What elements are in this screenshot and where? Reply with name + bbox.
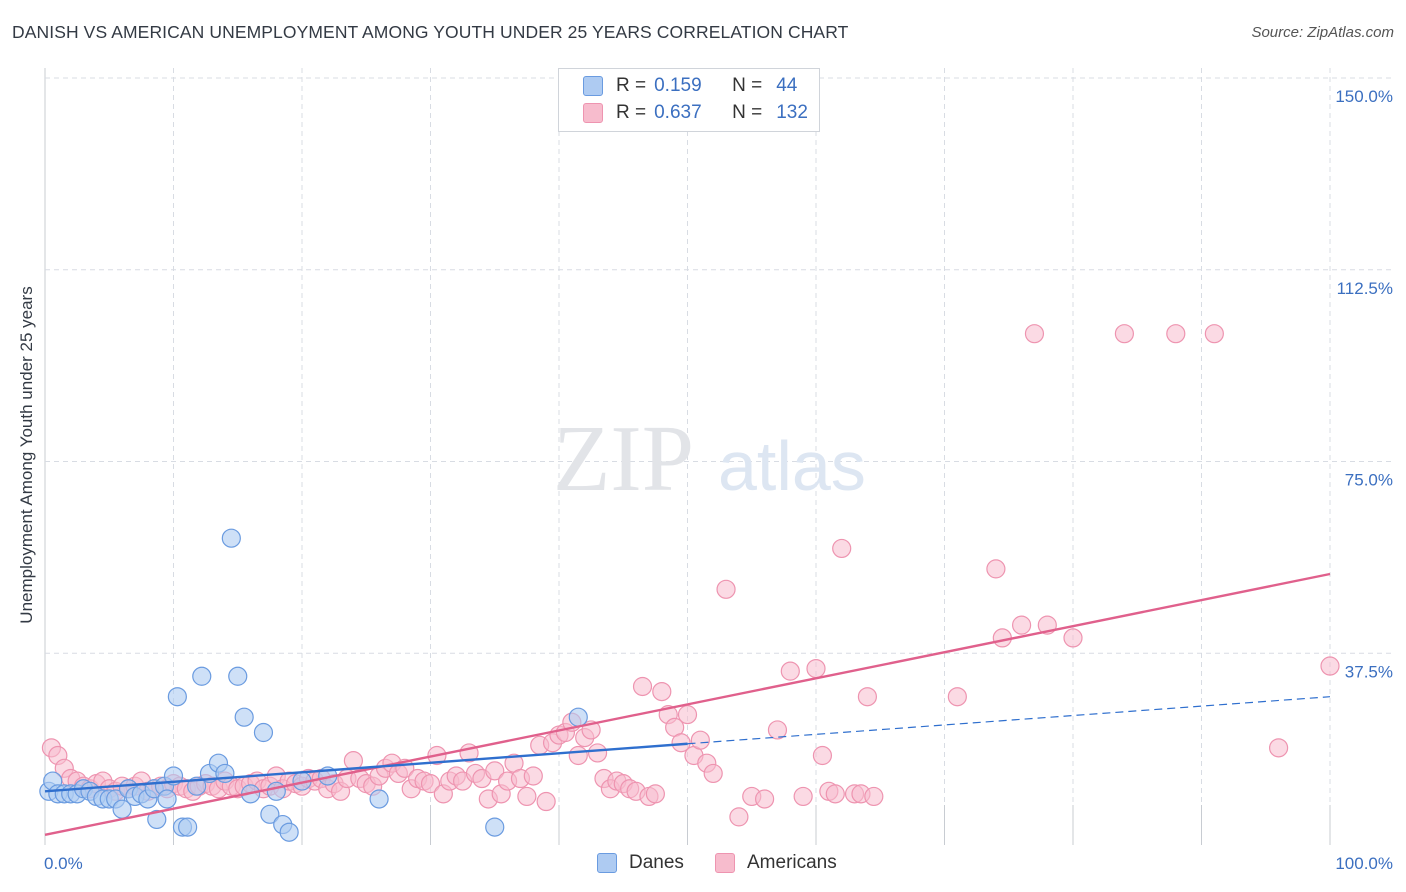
americans-point	[1320, 656, 1340, 676]
americans-point	[671, 733, 691, 753]
tick-labels: 37.5% 75.0% 112.5% 150.0% 0.0% 100.0%	[44, 87, 1393, 873]
danes-points	[39, 528, 588, 842]
americans-point	[729, 807, 749, 827]
americans-point	[825, 784, 845, 804]
legend-r-value-americans: 0.637	[654, 102, 702, 123]
americans-point	[1268, 738, 1289, 758]
americans-point	[947, 687, 967, 707]
americans-point	[780, 661, 800, 681]
legend-n-value-americans: 132	[776, 102, 808, 123]
danes-point	[192, 666, 212, 686]
danes-swatch	[597, 853, 617, 873]
americans-point	[485, 761, 505, 781]
americans-point	[645, 784, 665, 804]
legend-r-label-americans: R =	[616, 102, 647, 123]
americans-label: Americans	[747, 852, 837, 873]
legend-row-danes: R = 0.159 N = 44	[583, 74, 797, 98]
americans-point	[517, 786, 537, 807]
americans-point	[806, 658, 826, 679]
americans-point	[420, 774, 441, 794]
danes-trend-line	[44, 742, 688, 793]
danes-point	[279, 822, 299, 842]
americans-point	[1024, 324, 1045, 344]
y-tick-label: 75.0%	[1345, 471, 1393, 490]
danes-point	[228, 666, 248, 686]
americans-trend-line	[44, 572, 1331, 836]
stats-legend: R = 0.159 N = 44 R = 0.637 N = 132	[558, 68, 820, 132]
watermark-atlas: atlas	[718, 427, 866, 505]
gridlines	[44, 68, 1392, 845]
danes-point	[253, 722, 274, 743]
watermark: ZIP atlas	[553, 407, 866, 511]
y-tick-label: 150.0%	[1335, 87, 1393, 106]
danes-point	[178, 817, 198, 837]
americans-point	[857, 687, 878, 707]
danes-point	[260, 804, 280, 824]
americans-point	[767, 720, 788, 740]
legend-row-americans: R = 0.637 N = 132	[583, 101, 808, 125]
americans-point	[864, 786, 884, 807]
danes-point	[221, 528, 241, 548]
americans-point	[536, 791, 556, 812]
danes-point	[147, 809, 167, 830]
americans-swatch	[715, 853, 735, 873]
americans-point	[1063, 628, 1083, 648]
danes-point	[157, 789, 177, 809]
danes-point	[485, 817, 505, 837]
legend-n-label-danes: N =	[732, 75, 763, 96]
legend-item-americans[interactable]: Americans	[715, 852, 837, 874]
source-label: Source: ZipAtlas.com	[1251, 24, 1394, 41]
americans-points	[41, 324, 1340, 827]
americans-point	[992, 628, 1012, 648]
americans-point	[690, 730, 710, 750]
danes-point	[187, 776, 207, 796]
series-legend: Danes Americans	[0, 852, 1406, 878]
trend-lines	[44, 572, 1331, 836]
americans-point	[677, 705, 698, 725]
legend-r-value-danes: 0.159	[654, 75, 702, 96]
americans-point	[652, 681, 672, 702]
americans-point	[793, 786, 813, 807]
danes-point	[568, 707, 588, 727]
americans-point	[1114, 324, 1135, 344]
danes-trend-extension	[687, 696, 1331, 745]
y-tick-label: 37.5%	[1345, 662, 1393, 681]
legend-n-value-danes: 44	[776, 75, 798, 96]
danes-point	[266, 781, 286, 801]
americans-point	[832, 538, 852, 559]
danes-point	[215, 763, 235, 784]
americans-point	[703, 763, 723, 784]
chart-title: DANISH VS AMERICAN UNEMPLOYMENT AMONG YO…	[12, 22, 849, 42]
danes-point	[167, 687, 187, 707]
americans-point	[1204, 324, 1224, 344]
watermark-zip: ZIP	[553, 407, 694, 511]
americans-point	[523, 766, 543, 786]
americans-point	[986, 559, 1006, 579]
legend-swatch-americans	[583, 103, 603, 123]
legend-item-danes[interactable]: Danes	[597, 852, 684, 874]
americans-point	[587, 743, 608, 763]
americans-point	[716, 579, 736, 599]
legend-n-label-americans: N =	[732, 102, 763, 123]
legend-r-label-danes: R =	[616, 75, 647, 96]
y-tick-label: 112.5%	[1337, 279, 1393, 298]
americans-point	[1011, 615, 1032, 635]
americans-point	[568, 745, 588, 766]
danes-point	[369, 789, 389, 809]
x-tick-label-max: 100.0%	[1335, 854, 1393, 873]
americans-point	[812, 745, 833, 766]
x-tick-label-min: 0.0%	[44, 854, 83, 873]
danes-label: Danes	[629, 852, 684, 873]
danes-point	[234, 707, 254, 727]
americans-point	[632, 676, 653, 697]
americans-point	[1166, 324, 1186, 344]
americans-point	[754, 789, 775, 809]
legend-swatch-danes	[583, 76, 603, 96]
